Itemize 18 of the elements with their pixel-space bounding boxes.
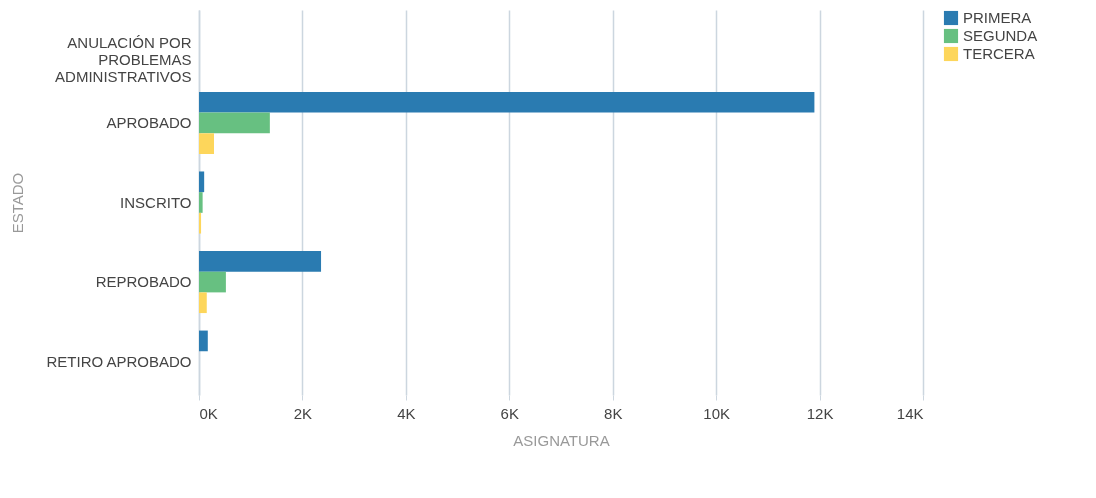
x-tick-label: 2K	[293, 404, 313, 422]
x-tick-label: 14K	[896, 404, 924, 422]
legend-label: PRIMERA	[963, 9, 1032, 26]
y-tick-label: RETIRO APROBADO	[46, 352, 192, 370]
y-tick-label: INSCRITO	[120, 193, 192, 211]
y-tick-label: ANULACIÓN POR PROBLEMAS ADMINISTRATIVOS	[55, 34, 192, 86]
legend-label: SEGUNDA	[963, 27, 1038, 44]
x-tick-label: 10K	[703, 404, 730, 422]
x-tick-label: 12K	[806, 404, 834, 422]
y-tick-label: REPROBADO	[95, 273, 192, 291]
y-axis-title: ESTADO	[8, 172, 26, 234]
x-tick-label: 8K	[604, 404, 623, 422]
x-tick-label: 4K	[397, 404, 416, 422]
x-axis-title: ASIGNATURA	[513, 431, 610, 449]
legend-label: TERCERA	[963, 45, 1035, 62]
x-tick-label: 0K	[199, 404, 218, 422]
x-tick-label: 6K	[500, 404, 519, 422]
y-tick-label: APROBADO	[106, 113, 192, 131]
